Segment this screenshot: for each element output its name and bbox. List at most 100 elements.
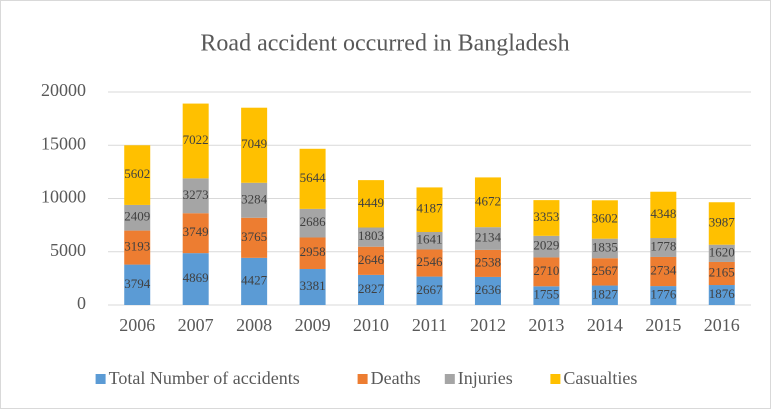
data-label: 1776 (650, 287, 677, 302)
bar-segment (416, 232, 443, 250)
data-label: 3765 (241, 229, 267, 244)
data-label: 3794 (124, 276, 151, 291)
bar-segment (591, 200, 618, 239)
bar-segment (241, 182, 268, 218)
data-label: 2546 (417, 254, 444, 269)
x-tick-label: 2008 (236, 315, 272, 335)
data-label: 4187 (417, 201, 444, 216)
data-label: 2567 (592, 263, 619, 278)
legend-label: Total Number of accidents (109, 368, 300, 388)
bar-segment (358, 274, 385, 305)
data-label: 1755 (533, 287, 559, 302)
bar-segment (182, 178, 209, 214)
x-tick-label: 2007 (178, 315, 214, 335)
data-label: 3987 (709, 214, 736, 229)
data-label: 2667 (417, 282, 444, 297)
data-label: 7049 (241, 136, 267, 151)
bar-segment (124, 264, 151, 305)
bar-segment (533, 286, 560, 305)
y-tick-label: 5000 (50, 240, 86, 260)
data-label: 1827 (592, 286, 619, 301)
bar-segment (650, 256, 677, 287)
data-label: 7022 (183, 132, 209, 147)
data-label: 4348 (650, 206, 676, 221)
data-label: 3353 (533, 209, 559, 224)
data-label: 4672 (475, 193, 501, 208)
data-label: 5644 (300, 170, 327, 185)
bar-segment (708, 202, 735, 245)
bar-segment (241, 107, 268, 183)
bar-segment (416, 276, 443, 305)
bar-segment (591, 258, 618, 286)
bar-segment (299, 268, 326, 305)
data-label: 2029 (533, 238, 559, 253)
data-label: 2165 (709, 264, 735, 279)
x-tick-label: 2011 (412, 315, 447, 335)
bar-segment (474, 276, 501, 305)
legend-swatch (357, 374, 368, 384)
bar-segment (299, 237, 326, 269)
data-label: 2710 (533, 263, 559, 278)
bar-segment (358, 246, 385, 275)
bar-segment (591, 238, 618, 259)
bar-segment (182, 253, 209, 305)
x-tick-label: 2016 (704, 315, 740, 335)
bar-segment (182, 103, 209, 179)
bar-segment (533, 235, 560, 258)
bar-segment (182, 213, 209, 254)
bar-segment (241, 217, 268, 258)
data-label: 2538 (475, 254, 501, 269)
bar-segment (124, 145, 151, 205)
x-tick-label: 2013 (528, 315, 564, 335)
data-label: 1835 (592, 239, 618, 254)
bar-segment (358, 227, 385, 247)
data-label: 3273 (183, 187, 209, 202)
data-label: 2409 (124, 209, 150, 224)
legend-label: Deaths (371, 368, 421, 388)
data-label: 3602 (592, 210, 618, 225)
bar-segment (299, 148, 326, 209)
bar-segment (474, 177, 501, 228)
bar-segment (416, 249, 443, 277)
data-label: 5602 (124, 166, 150, 181)
y-tick-label: 0 (77, 293, 86, 313)
bar-segment (358, 180, 385, 228)
data-label: 2958 (300, 244, 326, 259)
data-label: 1876 (709, 286, 736, 301)
x-tick-label: 2012 (470, 315, 506, 335)
data-label: 4869 (183, 270, 209, 285)
data-label: 1620 (709, 244, 735, 259)
chart-title: Road accident occurred in Bangladesh (200, 31, 569, 57)
bar-segment (533, 257, 560, 287)
x-tick-label: 2006 (119, 315, 155, 335)
y-tick-label: 10000 (41, 187, 86, 207)
data-label: 2636 (475, 282, 502, 297)
bar-segment (708, 285, 735, 305)
legend-swatch (444, 374, 455, 384)
legend-swatch (550, 374, 561, 384)
legend-label: Casualties (563, 368, 637, 388)
data-label: 2827 (358, 281, 385, 296)
legend-swatch (95, 374, 106, 384)
x-tick-label: 2014 (587, 315, 623, 335)
bar-segment (650, 238, 677, 257)
bar-segment (474, 249, 501, 277)
bar-segment (474, 227, 501, 250)
data-label: 1641 (417, 232, 443, 247)
data-label: 4427 (241, 272, 268, 287)
bar-segment (124, 204, 151, 231)
bar-segment (241, 257, 268, 305)
bar-segment (591, 285, 618, 305)
x-tick-label: 2009 (295, 315, 331, 335)
y-tick-label: 20000 (41, 80, 86, 100)
bar-segment (416, 187, 443, 233)
data-label: 3284 (241, 191, 268, 206)
x-tick-label: 2015 (645, 315, 681, 335)
y-tick-label: 15000 (41, 133, 86, 153)
bar-segment (124, 230, 151, 265)
data-label: 4449 (358, 195, 384, 210)
data-label: 1778 (650, 238, 676, 253)
bar-segment (708, 261, 735, 286)
bar-segment (650, 286, 677, 305)
